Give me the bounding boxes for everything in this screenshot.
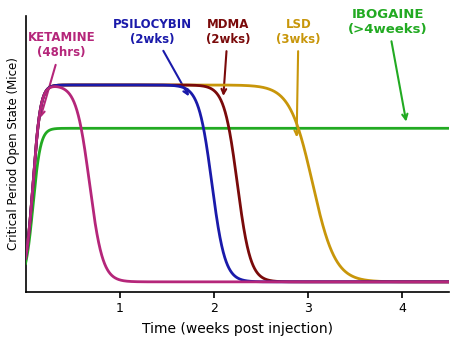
Text: KETAMINE
(48hrs): KETAMINE (48hrs) (27, 32, 95, 116)
Text: IBOGAINE
(>4weeks): IBOGAINE (>4weeks) (347, 8, 427, 119)
Y-axis label: Critical Period Open State (Mice): Critical Period Open State (Mice) (7, 57, 20, 250)
Text: MDMA
(2wks): MDMA (2wks) (205, 17, 249, 94)
Text: LSD
(3wks): LSD (3wks) (276, 17, 320, 135)
Text: PSILOCYBIN
(2wks): PSILOCYBIN (2wks) (113, 17, 192, 94)
X-axis label: Time (weeks post injection): Time (weeks post injection) (142, 322, 332, 336)
